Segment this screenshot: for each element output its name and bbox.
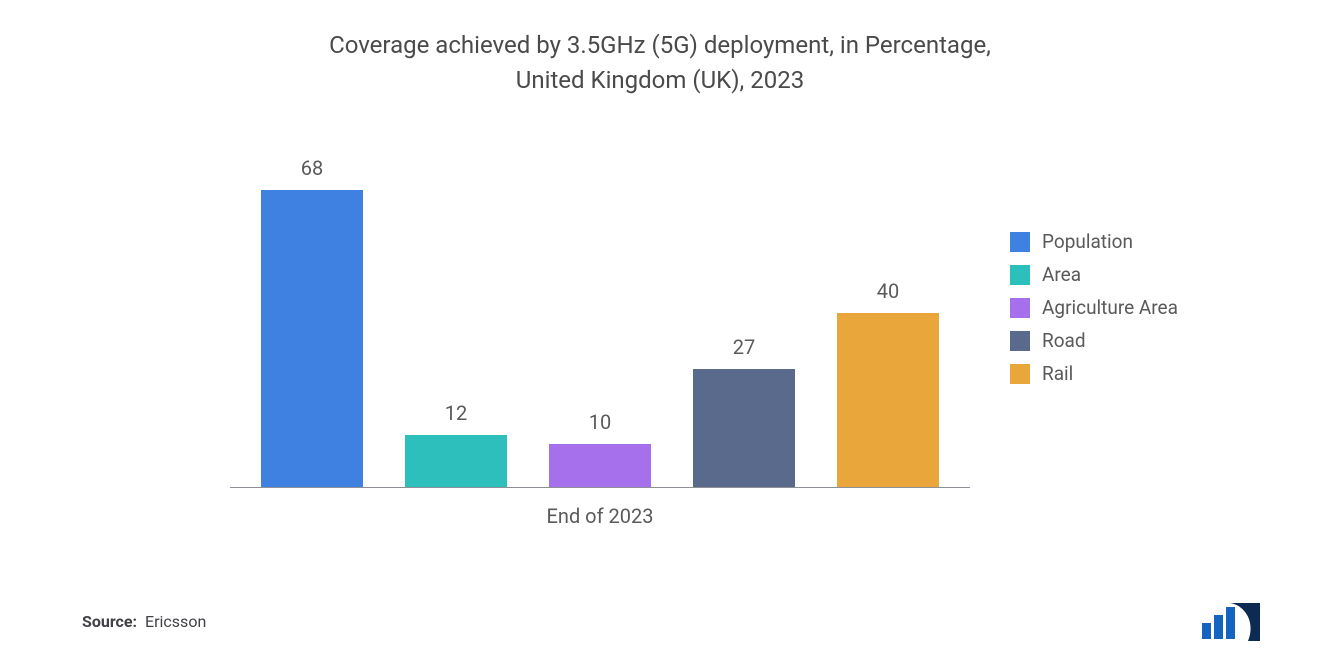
- bar-value-label: 68: [301, 156, 323, 180]
- chart-title: Coverage achieved by 3.5GHz (5G) deploym…: [210, 28, 1110, 98]
- source-label: Source:: [82, 612, 137, 631]
- legend-swatch: [1010, 265, 1030, 285]
- bar-column: 40: [837, 279, 939, 488]
- legend-label: Road: [1042, 329, 1086, 352]
- legend-label: Area: [1042, 263, 1081, 286]
- bar: [405, 435, 507, 488]
- bars-group: 68 12 10 27 40: [230, 138, 970, 488]
- legend-item: Road: [1010, 329, 1270, 352]
- plot-row: 68 12 10 27 40 End of 2023 Population Area Agr…: [60, 138, 1260, 528]
- legend-swatch: [1010, 298, 1030, 318]
- legend-item: Population: [1010, 230, 1270, 253]
- bar: [549, 444, 651, 488]
- plot-area: 68 12 10 27 40 End of 2023: [230, 138, 970, 528]
- x-axis-line: [230, 487, 970, 488]
- source-value: Ericsson: [145, 612, 206, 631]
- legend-swatch: [1010, 364, 1030, 384]
- bar-column: 10: [549, 410, 651, 488]
- bar-value-label: 10: [589, 410, 611, 434]
- bar-value-label: 40: [877, 279, 899, 303]
- publisher-logo: [1200, 603, 1260, 641]
- bar-value-label: 12: [445, 401, 467, 425]
- chart-title-line2: United Kingdom (UK), 2023: [516, 66, 804, 94]
- legend: Population Area Agriculture Area Road Rail: [1010, 138, 1270, 528]
- bar: [261, 190, 363, 488]
- bar-column: 27: [693, 335, 795, 487]
- legend-label: Rail: [1042, 362, 1073, 385]
- bar-column: 12: [405, 401, 507, 488]
- source-attribution: Source: Ericsson: [82, 612, 206, 631]
- legend-item: Area: [1010, 263, 1270, 286]
- bar: [837, 313, 939, 488]
- legend-item: Agriculture Area: [1010, 296, 1270, 319]
- legend-item: Rail: [1010, 362, 1270, 385]
- chart-title-line1: Coverage achieved by 3.5GHz (5G) deploym…: [329, 31, 991, 59]
- legend-swatch: [1010, 232, 1030, 252]
- x-axis-label: End of 2023: [230, 504, 970, 528]
- bar: [693, 369, 795, 487]
- bar-column: 68: [261, 156, 363, 488]
- bar-value-label: 27: [733, 335, 755, 359]
- chart-container: Coverage achieved by 3.5GHz (5G) deploym…: [0, 0, 1320, 665]
- legend-label: Agriculture Area: [1042, 296, 1178, 319]
- legend-swatch: [1010, 331, 1030, 351]
- logo-icon: [1200, 603, 1260, 641]
- legend-label: Population: [1042, 230, 1133, 253]
